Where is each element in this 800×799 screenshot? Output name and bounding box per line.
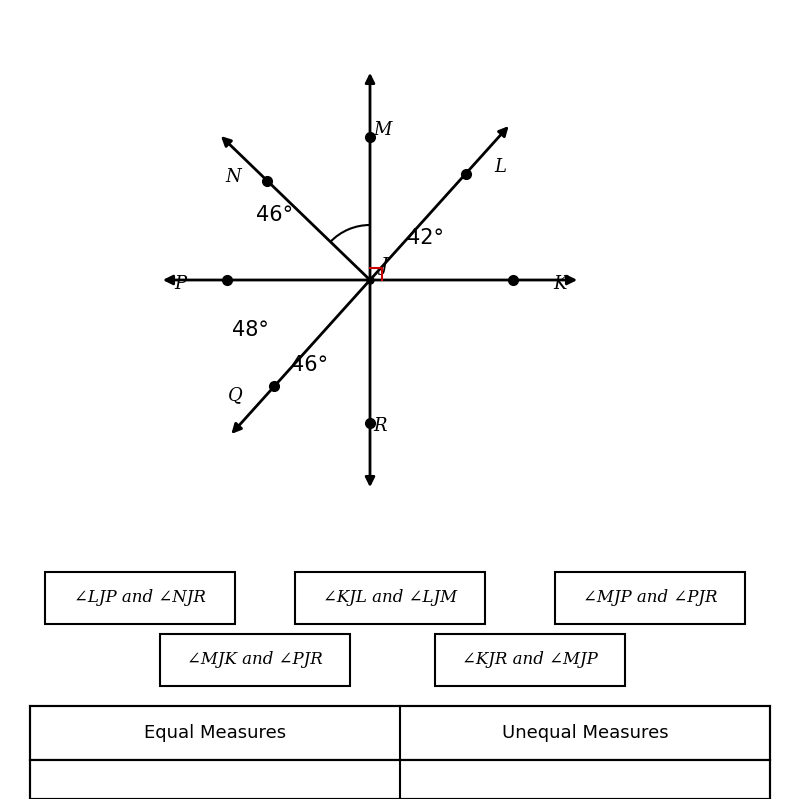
Text: ∠MJK and ∠PJR: ∠MJK and ∠PJR [187, 651, 323, 669]
Text: R: R [374, 417, 386, 435]
Text: J: J [380, 257, 388, 275]
Bar [30, 760, 770, 799]
Text: P: P [174, 275, 186, 293]
Bar [295, 572, 485, 624]
Bar [160, 634, 350, 686]
Text: Q: Q [228, 386, 243, 403]
Text: 42°: 42° [406, 228, 443, 248]
Text: Unequal Measures: Unequal Measures [502, 724, 668, 742]
Text: Equal Measures: Equal Measures [144, 724, 286, 742]
Text: K: K [554, 275, 566, 293]
Text: ∠KJL and ∠LJM: ∠KJL and ∠LJM [323, 590, 457, 606]
Text: L: L [494, 158, 506, 176]
Text: ∠KJR and ∠MJP: ∠KJR and ∠MJP [462, 651, 598, 669]
Text: ∠MJP and ∠PJR: ∠MJP and ∠PJR [582, 590, 718, 606]
Bar [30, 706, 770, 760]
Text: ∠LJP and ∠NJR: ∠LJP and ∠NJR [74, 590, 206, 606]
Bar [555, 572, 745, 624]
Bar [45, 572, 235, 624]
Text: 46°: 46° [257, 205, 294, 225]
Text: 48°: 48° [231, 320, 269, 340]
Text: N: N [226, 169, 241, 186]
Text: 46°: 46° [291, 355, 329, 375]
Text: M: M [373, 121, 391, 139]
Bar [435, 634, 625, 686]
